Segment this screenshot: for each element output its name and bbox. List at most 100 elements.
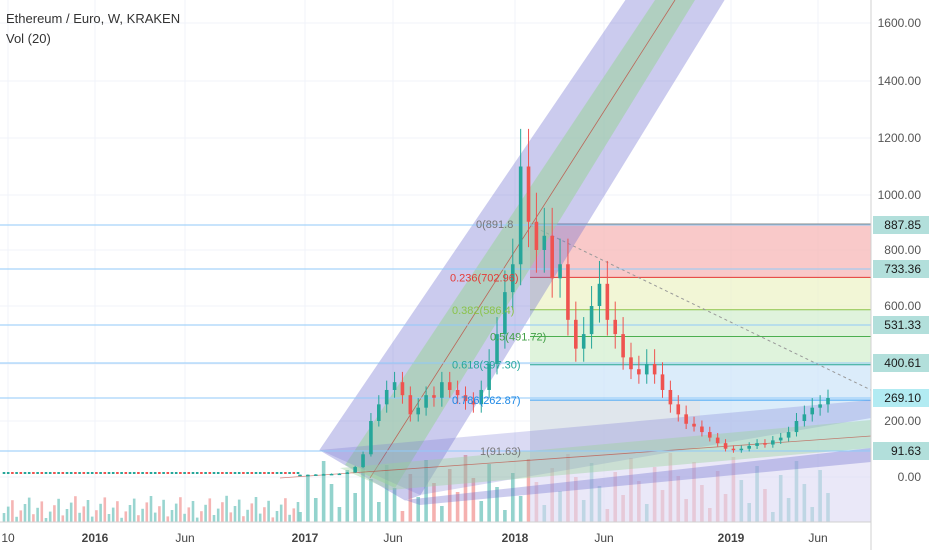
base-channel-lower (405, 448, 871, 505)
volume-bar (479, 501, 484, 522)
candle (128, 472, 132, 474)
price-label: 91.63 (891, 444, 921, 458)
fib-label: 0.618(397.30) (452, 360, 521, 372)
candle (82, 472, 86, 474)
candle (384, 389, 389, 405)
candle (298, 474, 302, 477)
candle (107, 472, 111, 474)
volume-bar (267, 500, 270, 522)
candle (15, 472, 18, 474)
candle (668, 389, 673, 405)
volume-bar (90, 516, 94, 522)
volume-bar (111, 507, 115, 522)
volume-bar (503, 510, 507, 522)
volume-bar (179, 497, 182, 522)
volume-bar (27, 497, 31, 522)
candle (479, 389, 484, 405)
volume-bar (361, 456, 365, 522)
candle (707, 432, 712, 438)
candle (518, 166, 523, 265)
chart-legend: Ethereum / Euro, W, KRAKEN Vol (20) (6, 9, 180, 49)
candle (329, 473, 334, 476)
volume-bar (191, 501, 195, 522)
time-tick-label: 10 (1, 531, 15, 545)
volume-bar (246, 509, 249, 522)
symbol-title[interactable]: Ethereum / Euro, W, KRAKEN (6, 11, 181, 26)
candle (313, 474, 318, 476)
candle (321, 474, 326, 476)
candle (292, 472, 296, 474)
candle (221, 472, 224, 474)
price-tick-label: 200.00 (884, 414, 921, 428)
candle (183, 472, 186, 474)
volume-bar (116, 501, 119, 522)
volume-bar (162, 499, 165, 522)
price-label: 269.10 (884, 391, 921, 405)
volume-bar (526, 459, 531, 522)
volume-bar (306, 475, 310, 522)
candle (279, 472, 283, 474)
volume-bar (377, 502, 381, 522)
candle (149, 472, 153, 474)
candle (589, 306, 594, 335)
volume-bar (86, 500, 90, 522)
candle (723, 443, 728, 449)
volume-bar (107, 514, 111, 522)
volume-bar (263, 507, 266, 522)
candle (810, 407, 815, 415)
price-label: 887.85 (884, 218, 921, 232)
volume-bar (103, 497, 107, 522)
candle (275, 472, 279, 474)
volume-bar (432, 483, 436, 522)
candle (132, 472, 136, 474)
candle (432, 395, 436, 398)
candle (99, 472, 102, 474)
base-channel-outer (320, 400, 871, 495)
volume-bar (200, 511, 203, 522)
volume-bar (170, 510, 174, 522)
volume-bar (44, 518, 48, 522)
volume-bar (447, 469, 452, 522)
volume-bar (250, 503, 254, 522)
fib-label: 0.236(702.96) (450, 272, 519, 284)
volume-bar (53, 505, 56, 522)
candle (61, 472, 65, 474)
candle (802, 414, 807, 421)
candle (337, 473, 342, 476)
volume-bar (141, 508, 144, 522)
volume-bar (242, 516, 245, 522)
candle (195, 472, 199, 474)
candle (120, 472, 123, 474)
candle (200, 472, 203, 474)
volume-bar (237, 499, 241, 522)
candle (111, 472, 115, 474)
volume-bar (23, 504, 27, 522)
candle (191, 472, 195, 474)
horizontal-levels (0, 224, 871, 452)
candle (440, 382, 444, 398)
candle (644, 364, 649, 375)
volume-bar (61, 515, 65, 522)
candle (32, 472, 35, 474)
price-label-box (873, 442, 929, 460)
volume-bar (6, 506, 10, 522)
volume-bar (279, 504, 283, 522)
volume-bar (518, 496, 523, 522)
candle (174, 472, 178, 474)
volume-bar (69, 502, 73, 522)
volume-bar (392, 488, 397, 522)
volume-indicator-label[interactable]: Vol (20) (6, 31, 51, 46)
candle (597, 283, 602, 306)
volume-bar (284, 498, 287, 522)
candle (145, 472, 149, 474)
price-label: 531.33 (884, 318, 921, 332)
candle (676, 404, 681, 415)
candle (416, 407, 421, 415)
volume-bar (19, 510, 23, 522)
candle (794, 421, 799, 433)
candle (158, 472, 161, 474)
candle (237, 472, 241, 474)
candle (65, 472, 69, 474)
candle (542, 235, 547, 250)
